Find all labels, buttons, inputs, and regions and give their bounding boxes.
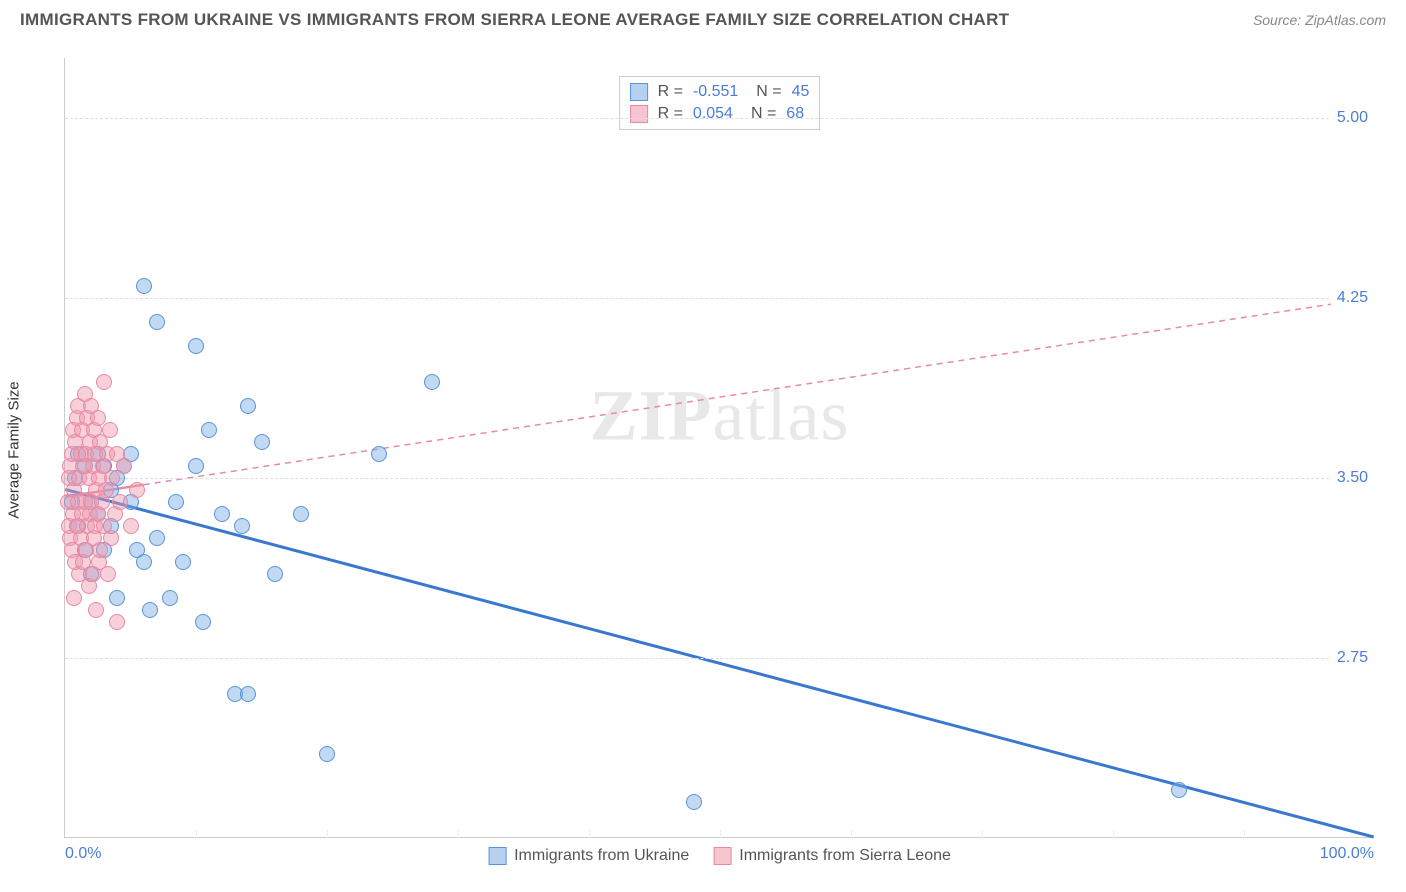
r-value-ukraine: -0.551	[693, 83, 738, 101]
r-label: R =	[658, 105, 683, 123]
legend-label-ukraine: Immigrants from Ukraine	[514, 847, 689, 865]
data-point	[109, 614, 125, 630]
swatch-blue-icon	[630, 83, 648, 101]
data-point	[116, 458, 132, 474]
data-point	[136, 554, 152, 570]
data-point	[112, 494, 128, 510]
gridline-v	[982, 830, 983, 838]
gridline-v	[720, 830, 721, 838]
chart-title: IMMIGRANTS FROM UKRAINE VS IMMIGRANTS FR…	[20, 10, 1009, 30]
gridline-v	[589, 830, 590, 838]
data-point	[142, 602, 158, 618]
x-tick-max: 100.0%	[1320, 845, 1374, 863]
data-point	[319, 746, 335, 762]
data-point	[123, 518, 139, 534]
legend-row-sierra-leone: R = 0.054 N = 68	[630, 103, 810, 125]
y-tick-label: 5.00	[1331, 109, 1374, 127]
r-value-sierra-leone: 0.054	[693, 105, 733, 123]
gridline-h	[65, 478, 1374, 479]
data-point	[267, 566, 283, 582]
data-point	[88, 602, 104, 618]
data-point	[175, 554, 191, 570]
series-legend: Immigrants from Ukraine Immigrants from …	[488, 847, 951, 865]
gridline-v	[327, 830, 328, 838]
gridline-v	[1113, 830, 1114, 838]
data-point	[129, 482, 145, 498]
data-point	[234, 518, 250, 534]
data-point	[188, 338, 204, 354]
legend-item-ukraine: Immigrants from Ukraine	[488, 847, 689, 865]
data-point	[254, 434, 270, 450]
data-point	[109, 590, 125, 606]
legend-item-sierra-leone: Immigrants from Sierra Leone	[713, 847, 951, 865]
y-axis-label: Average Family Size	[6, 381, 23, 518]
data-point	[293, 506, 309, 522]
gridline-v	[458, 830, 459, 838]
data-point	[214, 506, 230, 522]
n-label: N =	[756, 83, 781, 101]
gridline-v	[851, 830, 852, 838]
gridline-h	[65, 298, 1374, 299]
data-point	[100, 566, 116, 582]
data-point	[686, 794, 702, 810]
data-point	[188, 458, 204, 474]
legend-row-ukraine: R = -0.551 N = 45	[630, 81, 810, 103]
y-tick-label: 3.50	[1331, 469, 1374, 487]
data-point	[424, 374, 440, 390]
swatch-pink-icon	[630, 105, 648, 123]
data-point	[104, 470, 120, 486]
n-value-ukraine: 45	[792, 83, 810, 101]
data-point	[240, 398, 256, 414]
source-attribution: Source: ZipAtlas.com	[1253, 12, 1386, 28]
data-point	[136, 278, 152, 294]
data-point	[96, 374, 112, 390]
swatch-blue-icon	[488, 847, 506, 865]
n-label: N =	[751, 105, 776, 123]
gridline-v	[1244, 830, 1245, 838]
data-point	[103, 530, 119, 546]
correlation-legend: R = -0.551 N = 45 R = 0.054 N = 68	[619, 76, 821, 130]
swatch-pink-icon	[713, 847, 731, 865]
data-point	[66, 590, 82, 606]
gridline-v	[196, 830, 197, 838]
data-point	[240, 686, 256, 702]
n-value-sierra-leone: 68	[786, 105, 804, 123]
data-point	[102, 422, 118, 438]
data-point	[195, 614, 211, 630]
data-point	[371, 446, 387, 462]
gridline-h	[65, 118, 1374, 119]
watermark: ZIPatlas	[590, 375, 850, 458]
chart-container: Average Family Size ZIPatlas R = -0.551 …	[20, 40, 1386, 860]
data-point	[168, 494, 184, 510]
data-point	[149, 314, 165, 330]
data-point	[201, 422, 217, 438]
data-point	[1171, 782, 1187, 798]
y-tick-label: 4.25	[1331, 289, 1374, 307]
r-label: R =	[658, 83, 683, 101]
y-tick-label: 2.75	[1331, 649, 1374, 667]
data-point	[162, 590, 178, 606]
gridline-h	[65, 658, 1374, 659]
legend-label-sierra-leone: Immigrants from Sierra Leone	[739, 847, 951, 865]
plot-area: ZIPatlas R = -0.551 N = 45 R = 0.054 N =…	[64, 58, 1374, 838]
data-point	[149, 530, 165, 546]
x-tick-min: 0.0%	[65, 845, 101, 863]
